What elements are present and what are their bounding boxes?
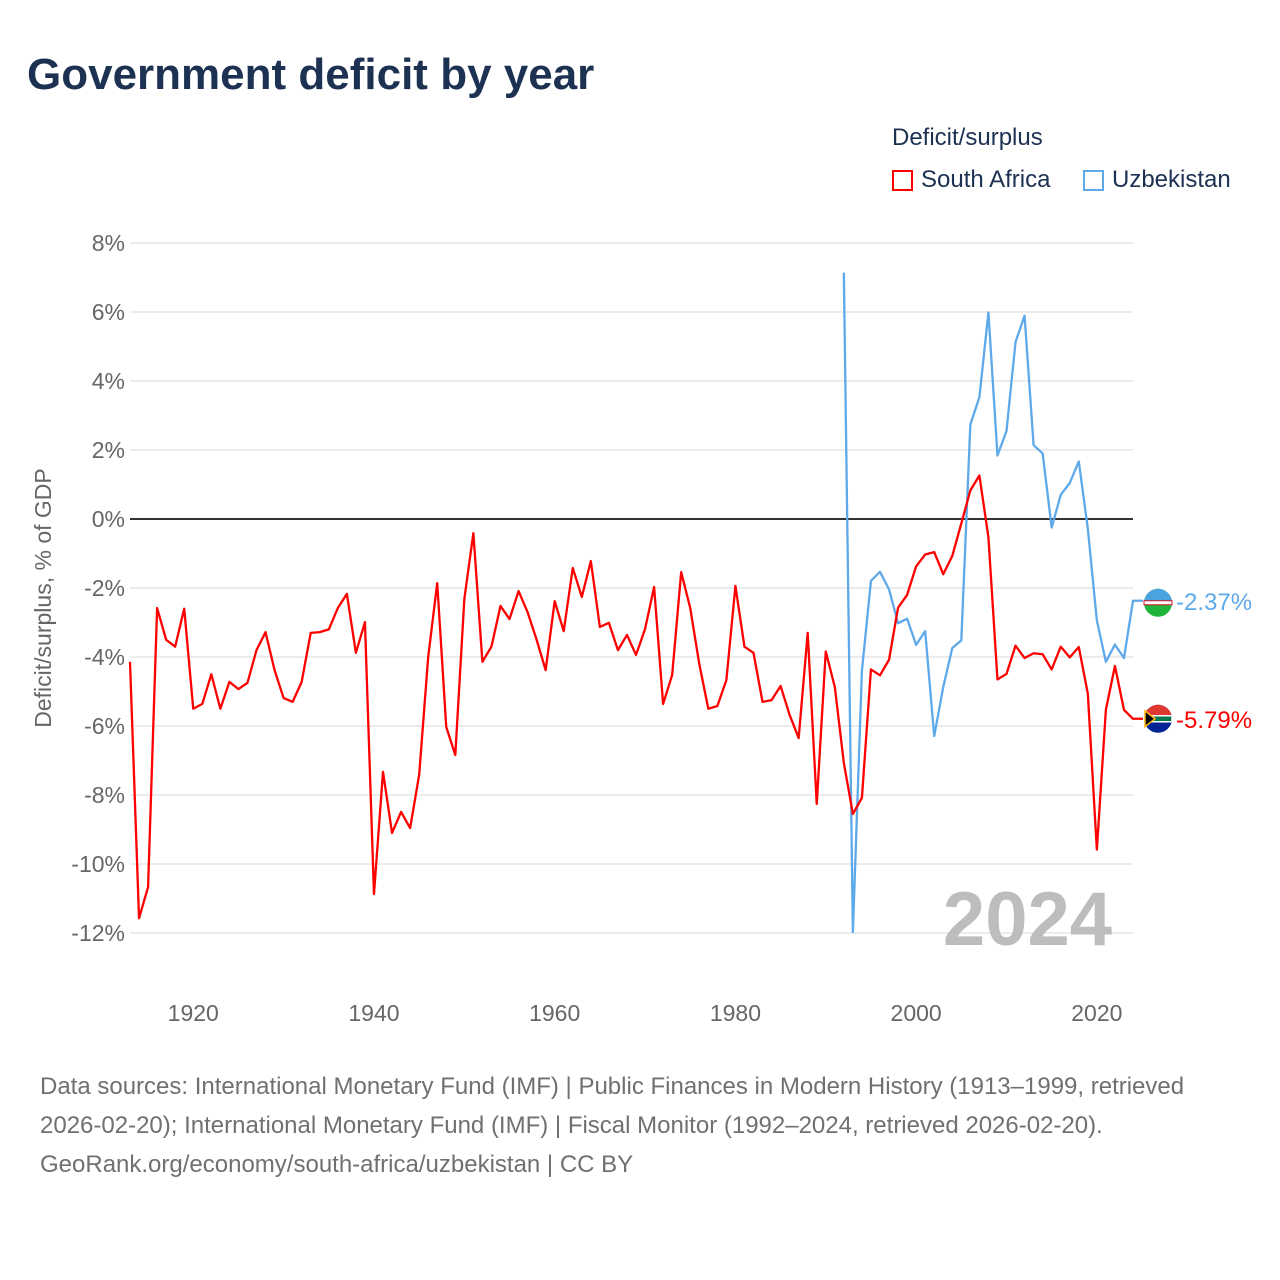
y-tick-label: 6% (92, 299, 125, 325)
year-watermark: 2024 (943, 877, 1112, 962)
chart-title: Government deficit by year (27, 50, 595, 99)
series-line-uzbekistan (842, 272, 1143, 934)
flag-stripe (1143, 600, 1173, 606)
y-tick-label: -2% (84, 575, 125, 601)
line-chart: 8% 6% 4% 2% 0% -2% -4% -6% -8% -10% -12% 1920 1940 19… (30, 230, 1252, 1026)
x-tick-label: 1940 (348, 1000, 399, 1026)
x-tick-label: 1980 (710, 1000, 761, 1026)
y-tick-label: -10% (71, 851, 125, 877)
y-axis-label: Deficit/surplus, % of GDP (30, 468, 56, 727)
series-line-south-africa (128, 474, 1143, 920)
legend-item-uzbekistan[interactable]: Uzbekistan (1083, 166, 1231, 194)
legend-title: Deficit/surplus (892, 124, 1043, 151)
legend-label: Uzbekistan (1112, 166, 1231, 193)
x-tick-label: 1960 (529, 1000, 580, 1026)
y-tick-label: 0% (92, 506, 125, 532)
y-tick-label: 2% (92, 437, 125, 463)
end-value-label: -2.37% (1176, 589, 1252, 616)
legend-label: South Africa (921, 166, 1051, 193)
flag-stripe (1144, 588, 1172, 603)
y-tick-label: 8% (92, 230, 125, 256)
attribution-link[interactable]: GeoRank.org/economy/south-africa/uzbekis… (40, 1151, 634, 1178)
source-notes: Data sources: International Monetary Fun… (40, 1067, 1250, 1184)
legend-item-south-africa[interactable]: South Africa (892, 166, 1050, 194)
y-tick-label: -6% (84, 713, 125, 739)
x-tick-label: 1920 (168, 1000, 219, 1026)
y-tick-label: 4% (92, 368, 125, 394)
x-tick-label: 2020 (1071, 1000, 1122, 1026)
flag-stripe (1143, 715, 1173, 723)
legend-swatch-uzbekistan (1083, 169, 1104, 191)
flag-triangle (1144, 709, 1157, 729)
y-tick-label: -12% (71, 920, 125, 946)
y-tick-label: -8% (84, 782, 125, 808)
end-value-label: -5.79% (1176, 707, 1252, 734)
data-sources: Data sources: International Monetary Fun… (40, 1073, 1185, 1139)
legend-swatch-south-africa (892, 169, 913, 191)
x-tick-label: 2000 (891, 1000, 942, 1026)
y-tick-label: -4% (84, 644, 125, 670)
